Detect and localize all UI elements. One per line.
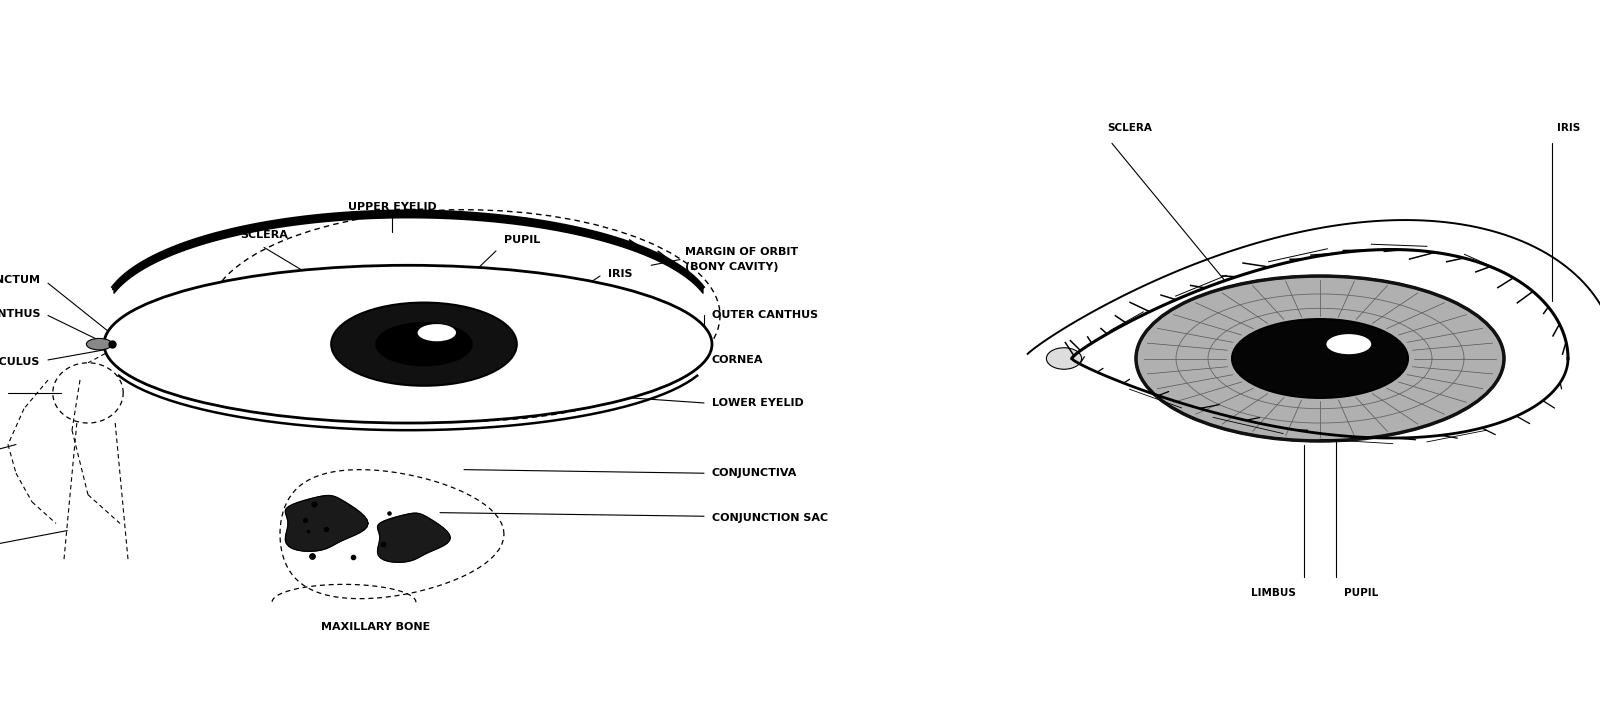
Ellipse shape [1046,348,1082,369]
Text: SCLERA: SCLERA [1107,123,1152,133]
Text: PUPIL: PUPIL [504,235,541,245]
Text: PUPIL: PUPIL [1344,588,1378,598]
Text: MARGIN OF ORBIT: MARGIN OF ORBIT [685,247,798,257]
Text: UPPER EYELID: UPPER EYELID [347,201,437,212]
Polygon shape [1072,250,1568,438]
Text: CANALICULUS: CANALICULUS [0,357,40,367]
Text: INNER CANTHUS: INNER CANTHUS [0,309,40,319]
Text: IRIS: IRIS [1557,123,1581,133]
Text: LOWER EYELID: LOWER EYELID [712,398,803,408]
Text: (BONY CAVITY): (BONY CAVITY) [685,262,778,272]
Circle shape [331,303,517,386]
Circle shape [418,324,456,341]
Polygon shape [285,495,368,551]
Text: IRIS: IRIS [608,269,632,279]
Circle shape [1232,319,1408,398]
Text: LIMBUS: LIMBUS [1251,588,1296,598]
Polygon shape [378,513,450,562]
Circle shape [376,323,472,366]
Circle shape [86,338,112,350]
Text: CORNEA: CORNEA [712,355,763,365]
Ellipse shape [104,265,712,423]
Text: LACRIMAL PUNCTUM: LACRIMAL PUNCTUM [0,275,40,285]
Text: CONJUNCTION SAC: CONJUNCTION SAC [712,513,829,523]
Text: OUTER CANTHUS: OUTER CANTHUS [712,310,818,320]
Circle shape [1136,276,1504,441]
Text: MAXILLARY BONE: MAXILLARY BONE [322,622,430,632]
Text: SCLERA: SCLERA [240,230,288,240]
Text: CONJUNCTIVA: CONJUNCTIVA [712,468,797,478]
Circle shape [1326,334,1371,354]
